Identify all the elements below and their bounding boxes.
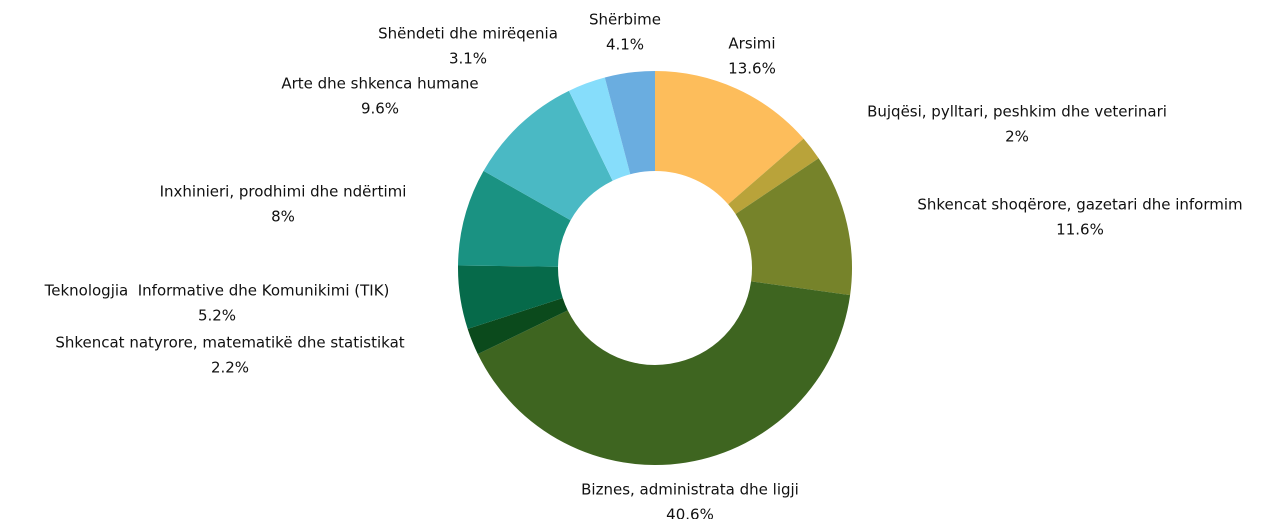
- slice-label: Shërbime: [589, 11, 661, 29]
- slice: [655, 71, 804, 205]
- slice-value: 2.2%: [211, 359, 249, 377]
- slice-label: Inxhinieri, prodhimi dhe ndërtimi: [160, 183, 407, 201]
- slice-label: Shkencat natyrore, matematikë dhe statis…: [55, 334, 404, 352]
- slice-value: 13.6%: [728, 60, 776, 78]
- slice-value: 9.6%: [361, 100, 399, 118]
- slice: [604, 71, 655, 175]
- slice-label: Shkencat shoqërore, gazetari dhe informi…: [917, 196, 1242, 214]
- slice: [467, 297, 568, 355]
- slice-value: 5.2%: [198, 307, 236, 325]
- slice: [728, 138, 819, 214]
- slice-value: 11.6%: [1056, 221, 1104, 239]
- slice-label: Teknologjia Informative dhe Komunikimi (…: [44, 282, 390, 300]
- slice-label: Arsimi: [728, 35, 775, 53]
- slice: [735, 158, 852, 296]
- slice-value: 3.1%: [449, 50, 487, 68]
- slice-value: 8%: [271, 208, 295, 226]
- slice: [483, 90, 613, 221]
- slice: [477, 281, 851, 465]
- slice: [568, 77, 631, 181]
- slice-value: 40.6%: [666, 506, 714, 519]
- slice-value: 2%: [1005, 128, 1029, 146]
- slice: [458, 265, 563, 329]
- slice-label: Shëndeti dhe mirëqenia: [378, 25, 558, 43]
- slice-label: Bujqësi, pylltari, peshkim dhe veterinar…: [867, 103, 1167, 121]
- slice-label: Arte dhe shkenca humane: [281, 75, 478, 93]
- slice: [458, 170, 571, 267]
- slice-label: Biznes, administrata dhe ligji: [581, 481, 799, 499]
- slice-value: 4.1%: [606, 36, 644, 54]
